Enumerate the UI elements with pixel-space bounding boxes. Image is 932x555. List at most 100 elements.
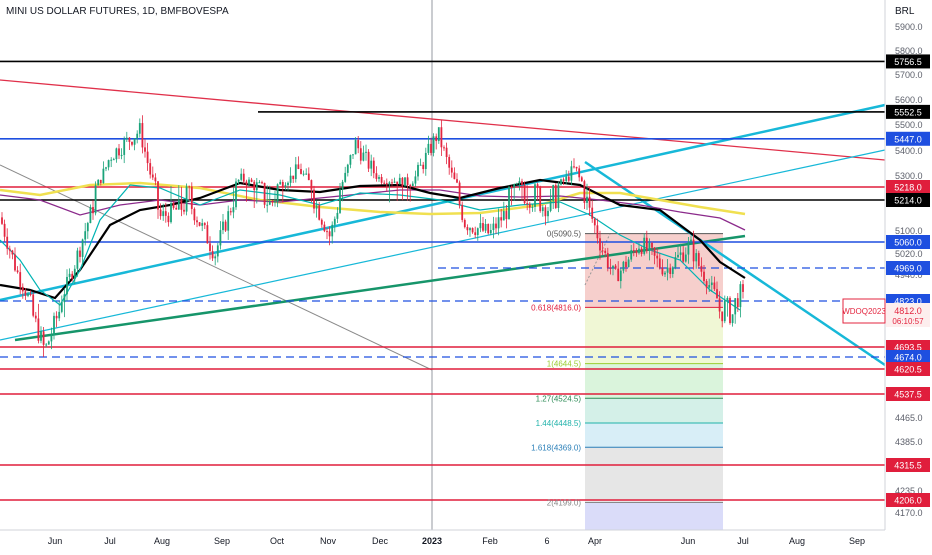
candle-body (336, 212, 339, 219)
level-lines (0, 60, 885, 501)
candle-body (367, 151, 370, 169)
candle-body (500, 217, 503, 221)
candle-body (253, 181, 256, 191)
candle-body (456, 179, 458, 183)
candle-body (365, 151, 367, 153)
fib-label: 0.618(4816.0) (531, 303, 581, 312)
candle-body (50, 334, 53, 342)
symbol-label: WDOQ2023 (842, 307, 886, 316)
candle-body (513, 184, 516, 187)
level-badge (886, 458, 930, 472)
candle-body (528, 203, 531, 208)
candle-body (185, 186, 188, 212)
x-tick-label: Nov (320, 536, 337, 546)
candle-body (320, 219, 323, 225)
level-badge (886, 261, 930, 275)
candle-body (588, 196, 591, 208)
candle-body (209, 243, 211, 252)
candle-body (406, 177, 409, 185)
candle-body (593, 218, 596, 226)
candle-body (193, 208, 196, 221)
fib-label: 1.44(4448.5) (536, 419, 582, 428)
candle-body (409, 184, 412, 187)
candle-body (627, 259, 630, 268)
level-badge (886, 104, 930, 119)
candle-body (604, 250, 607, 253)
candle-body (700, 265, 703, 272)
x-tick-label: Feb (482, 536, 498, 546)
candle-body (505, 211, 508, 220)
level-badge (886, 54, 930, 69)
candle-body (307, 173, 310, 181)
candle-body (214, 256, 217, 259)
candle-body (661, 267, 664, 275)
candle-body (742, 284, 744, 292)
x-tick-label: Aug (154, 536, 170, 546)
candle-body (149, 163, 152, 175)
candle-body (266, 204, 269, 206)
candle-body (544, 207, 547, 217)
candle-body (297, 164, 300, 170)
candle-body (328, 231, 331, 237)
candle-body (11, 250, 14, 255)
candle-body (497, 217, 500, 229)
candle-body (170, 203, 172, 223)
candle-body (357, 140, 360, 149)
candle-body (697, 253, 700, 266)
candle-body (508, 186, 510, 220)
candle-body (42, 331, 45, 345)
candle-body (547, 210, 549, 217)
candle-body (250, 179, 253, 182)
fib-label: 2(4199.0) (547, 499, 582, 508)
candle-body (570, 166, 573, 181)
fib-label: 0(5090.5) (547, 230, 582, 239)
level-badge-label: 5756.5 (894, 57, 922, 67)
candle-body (279, 181, 282, 185)
time-axis[interactable] (0, 530, 932, 550)
candle-body (619, 270, 622, 282)
candle-body (518, 181, 521, 184)
candle-body (435, 136, 438, 142)
ma-black (0, 178, 746, 300)
level-badge-label: 4693.5 (894, 343, 922, 353)
currency-label: BRL (895, 6, 915, 17)
candle-body (354, 140, 357, 155)
candle-body (684, 254, 687, 262)
candle-body (97, 179, 100, 186)
candle-body (146, 151, 149, 164)
candle-body (216, 245, 219, 257)
candle-body (586, 196, 588, 203)
candle-body (560, 179, 562, 185)
candle-body (739, 284, 742, 308)
candle-body (289, 175, 292, 183)
candle-body (440, 127, 443, 148)
candle-body (424, 152, 427, 170)
candle-body (92, 207, 94, 214)
candle-body (237, 179, 240, 182)
candle-body (292, 175, 295, 180)
candle-body (318, 205, 321, 220)
candle-body (34, 315, 37, 319)
candle-body (687, 241, 690, 255)
candle-body (380, 177, 383, 183)
candle-body (703, 271, 705, 282)
candle-body (271, 201, 274, 203)
candle-body (562, 179, 565, 182)
x-tick-label: Jun (48, 536, 63, 546)
candle-body (723, 300, 726, 322)
candle-body (479, 223, 482, 229)
candle-body (268, 201, 271, 205)
candle-body (536, 184, 539, 187)
candle-body (180, 200, 183, 210)
candle-body (625, 261, 627, 268)
level-badge (886, 493, 930, 507)
y-tick-label: 5100.0 (895, 226, 923, 236)
candle-body (133, 138, 136, 145)
candle-body (721, 311, 724, 322)
candle-body (531, 206, 534, 208)
countdown-label: 06:10:57 (892, 317, 924, 326)
candle-body (27, 293, 29, 296)
candle-body (583, 181, 586, 203)
